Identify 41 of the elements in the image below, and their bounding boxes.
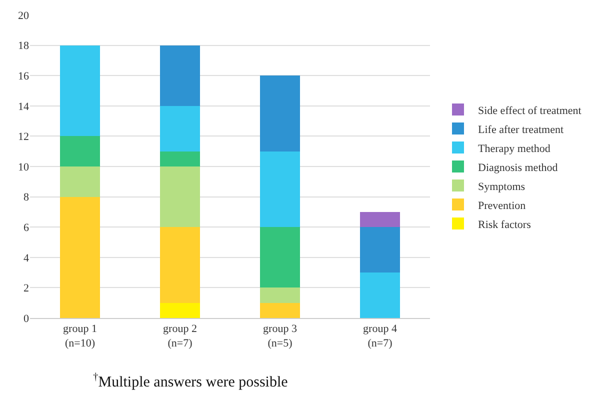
bar bbox=[60, 166, 100, 197]
y-tick-label: 10 bbox=[18, 161, 30, 174]
bar bbox=[160, 106, 200, 152]
y-tick-label: 14 bbox=[18, 100, 30, 113]
y-tick-label: 4 bbox=[24, 252, 30, 264]
y-tick-label: 12 bbox=[18, 131, 29, 144]
legend-label: Life after treatment bbox=[478, 124, 564, 136]
x-tick-label: group 2 (n=7) bbox=[163, 323, 197, 350]
bar bbox=[160, 302, 200, 318]
bar bbox=[360, 272, 400, 318]
x-tick-label: group 3 (n=5) bbox=[263, 323, 298, 350]
bar bbox=[160, 45, 200, 106]
y-tick-label: 16 bbox=[18, 70, 30, 82]
bar bbox=[260, 151, 300, 228]
x-tick-label: group 1 (n=10) bbox=[63, 323, 97, 350]
y-tick-label: 6 bbox=[24, 222, 30, 234]
bar bbox=[160, 151, 200, 166]
bar bbox=[160, 166, 200, 228]
legend-label: Side effect of treatment bbox=[478, 104, 582, 117]
y-tick-label: 20 bbox=[18, 10, 30, 22]
bar bbox=[60, 136, 100, 166]
legend-label: Therapy method bbox=[478, 142, 551, 155]
bar bbox=[260, 227, 300, 288]
y-tick-label: 2 bbox=[24, 282, 29, 295]
x-tick-label: group 4 (n=7) bbox=[363, 323, 398, 350]
bar bbox=[160, 227, 200, 303]
bar bbox=[260, 288, 300, 303]
bar bbox=[360, 212, 400, 228]
legend-label: Diagnosis method bbox=[478, 162, 558, 174]
bar bbox=[360, 227, 400, 273]
bar bbox=[60, 45, 100, 136]
bar bbox=[260, 76, 300, 152]
bar bbox=[60, 196, 100, 318]
y-tick-label: 0 bbox=[24, 312, 30, 325]
legend-label: Prevention bbox=[478, 200, 526, 212]
text: $^{†}$Multiple answers were possible bbox=[93, 372, 288, 390]
y-tick-label: 18 bbox=[18, 40, 30, 52]
legend-label: Symptoms bbox=[478, 180, 526, 193]
bar bbox=[260, 302, 300, 318]
y-tick-label: 8 bbox=[24, 192, 30, 204]
legend-label: Risk factors bbox=[478, 218, 531, 231]
